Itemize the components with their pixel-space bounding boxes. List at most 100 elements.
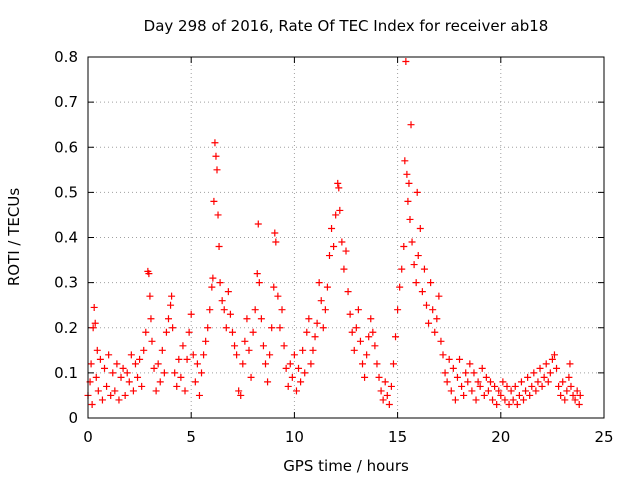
- data-point: [422, 301, 430, 309]
- data-point: [292, 387, 300, 395]
- data-point: [268, 324, 276, 332]
- data-point: [274, 292, 282, 300]
- data-point: [544, 378, 552, 386]
- data-point: [91, 319, 99, 327]
- data-point: [251, 306, 259, 314]
- data-point: [401, 157, 409, 165]
- data-point: [352, 324, 360, 332]
- data-point: [218, 297, 226, 305]
- data-point: [206, 306, 214, 314]
- data-point: [167, 301, 175, 309]
- data-point: [98, 396, 106, 404]
- data-point: [271, 229, 279, 237]
- data-points: [84, 58, 584, 408]
- data-point: [567, 382, 575, 390]
- x-tick-label: 25: [594, 428, 613, 446]
- data-point: [412, 279, 420, 287]
- data-point: [152, 387, 160, 395]
- data-point: [350, 346, 358, 354]
- data-point: [253, 270, 261, 278]
- data-point: [317, 297, 325, 305]
- data-point: [460, 391, 468, 399]
- data-point: [303, 328, 311, 336]
- data-point: [154, 360, 162, 368]
- data-point: [216, 279, 224, 287]
- data-point: [138, 382, 146, 390]
- data-point: [528, 382, 536, 390]
- data-point: [125, 378, 133, 386]
- data-point: [237, 391, 245, 399]
- data-point: [89, 324, 97, 332]
- data-point: [173, 382, 181, 390]
- data-point: [526, 391, 534, 399]
- x-tick-label: 0: [83, 428, 93, 446]
- data-point: [202, 337, 210, 345]
- data-point: [286, 360, 294, 368]
- data-point: [472, 396, 480, 404]
- data-point: [241, 337, 249, 345]
- data-point: [398, 265, 406, 273]
- data-point: [150, 364, 158, 372]
- data-point: [226, 310, 234, 318]
- data-point: [115, 396, 123, 404]
- x-tick-label: 10: [285, 428, 304, 446]
- x-tick-label: 20: [491, 428, 510, 446]
- data-point: [290, 351, 298, 359]
- y-tick-label: 0.5: [54, 183, 78, 201]
- data-point: [493, 400, 501, 408]
- data-point: [453, 373, 461, 381]
- data-point: [131, 360, 139, 368]
- data-point: [566, 360, 574, 368]
- data-point: [441, 369, 449, 377]
- data-point: [127, 351, 135, 359]
- data-point: [418, 288, 426, 296]
- data-point: [284, 382, 292, 390]
- data-point: [379, 396, 387, 404]
- data-point: [342, 247, 350, 255]
- data-point: [524, 373, 532, 381]
- data-point: [235, 387, 243, 395]
- data-point: [211, 139, 219, 147]
- data-point: [213, 166, 221, 174]
- data-point: [315, 279, 323, 287]
- data-point: [305, 315, 313, 323]
- data-point: [501, 396, 509, 404]
- data-point: [123, 369, 131, 377]
- data-point: [511, 382, 519, 390]
- data-point: [140, 346, 148, 354]
- data-point: [249, 328, 257, 336]
- data-point: [571, 396, 579, 404]
- data-point: [313, 319, 321, 327]
- data-point: [359, 360, 367, 368]
- data-point: [532, 387, 540, 395]
- data-point: [330, 243, 338, 251]
- data-point: [413, 188, 421, 196]
- data-point: [482, 373, 490, 381]
- data-point: [464, 378, 472, 386]
- data-point: [499, 378, 507, 386]
- data-point: [162, 328, 170, 336]
- data-point: [233, 351, 241, 359]
- data-point: [569, 391, 577, 399]
- data-point: [538, 382, 546, 390]
- data-point: [363, 351, 371, 359]
- data-point: [474, 378, 482, 386]
- data-point: [171, 369, 179, 377]
- data-point: [505, 400, 513, 408]
- data-point: [555, 382, 563, 390]
- data-point: [111, 387, 119, 395]
- data-point: [486, 378, 494, 386]
- data-point: [210, 197, 218, 205]
- data-point: [299, 346, 307, 354]
- data-point: [146, 292, 154, 300]
- data-point: [437, 337, 445, 345]
- data-point: [191, 378, 199, 386]
- data-point: [403, 170, 411, 178]
- y-tick-label: 0.3: [54, 274, 78, 292]
- data-point: [247, 373, 255, 381]
- data-point: [282, 364, 290, 372]
- data-point: [565, 373, 573, 381]
- data-point: [449, 364, 457, 372]
- y-tick-label: 0.4: [54, 229, 78, 247]
- data-point: [105, 351, 113, 359]
